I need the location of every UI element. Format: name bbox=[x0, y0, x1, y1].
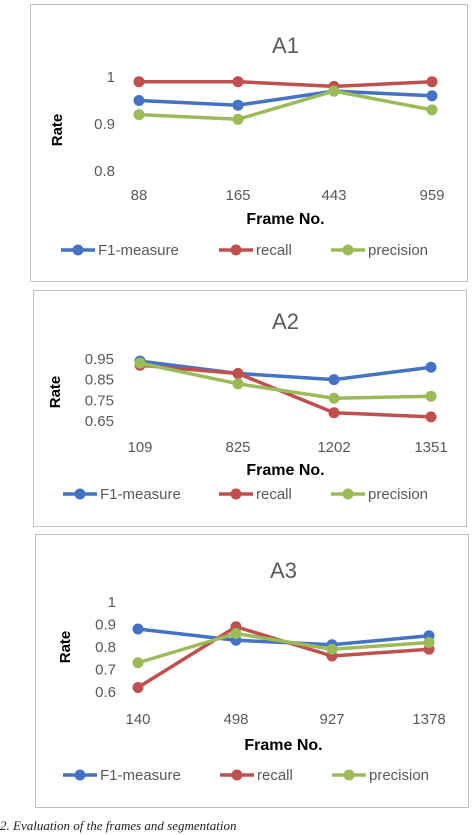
y-tick-label: 0.7 bbox=[95, 662, 116, 679]
series-line-precision bbox=[138, 89, 433, 122]
y-tick-label: 0.75 bbox=[85, 392, 114, 409]
data-point-recall bbox=[232, 367, 244, 379]
series-line-precision bbox=[139, 361, 432, 401]
data-point-recall bbox=[425, 411, 437, 423]
legend-label-precision: precision bbox=[368, 486, 428, 503]
data-point-f1-measure bbox=[328, 374, 340, 386]
x-tick-label: 443 bbox=[321, 187, 346, 204]
data-point-precision bbox=[328, 85, 340, 97]
legend-label-recall: recall bbox=[256, 486, 292, 503]
legend-label-recall: recall bbox=[257, 767, 293, 784]
series-line-precision bbox=[137, 631, 430, 665]
x-tick-label: 140 bbox=[125, 711, 150, 728]
chart-panel-a3: A3 Rate 0.6 0.7 0.8 0.9 1 140 498 927 1378 Frame No… bbox=[35, 534, 469, 808]
data-point-precision bbox=[134, 357, 146, 369]
legend-marker-recall bbox=[230, 244, 242, 256]
y-tick-label: 0.95 bbox=[85, 351, 114, 368]
data-point-precision bbox=[230, 628, 242, 639]
y-tick-label: 0.6 bbox=[95, 684, 116, 701]
series-line-recall bbox=[137, 625, 430, 689]
data-point-precision bbox=[326, 643, 338, 655]
data-point-precision bbox=[132, 657, 144, 669]
y-tick-label: 0.8 bbox=[95, 639, 116, 656]
x-tick-label: 1378 bbox=[412, 711, 445, 728]
x-tick-label: 959 bbox=[419, 187, 444, 204]
data-point-precision bbox=[426, 104, 438, 116]
legend-label-precision: precision bbox=[369, 767, 429, 784]
y-axis-label: Rate bbox=[47, 376, 64, 409]
y-tick-label: 0.9 bbox=[94, 116, 115, 133]
x-tick-label: 927 bbox=[319, 711, 344, 728]
data-point-precision bbox=[423, 637, 435, 648]
chart-panel-a1: A1 Rate 0.8 0.9 1 88 165 443 959 Frame No. F1-meas… bbox=[30, 4, 468, 282]
y-tick-label: 1 bbox=[107, 69, 115, 86]
legend-marker-recall bbox=[231, 769, 243, 781]
x-axis-label: Frame No. bbox=[244, 737, 322, 754]
figure-caption: 2. Evaluation of the frames and segmenta… bbox=[0, 818, 237, 833]
data-point-recall bbox=[133, 76, 145, 88]
data-point-recall bbox=[232, 76, 244, 88]
series-line-f1-measure bbox=[139, 359, 432, 382]
legend-label-f1-measure: F1-measure bbox=[100, 767, 181, 784]
y-axis-label: Rate bbox=[49, 114, 66, 147]
series-line-f1-measure bbox=[138, 89, 433, 107]
data-point-precision bbox=[133, 109, 145, 121]
data-point-precision bbox=[232, 378, 244, 390]
data-point-f1-measure bbox=[426, 90, 438, 102]
x-tick-label: 1202 bbox=[317, 439, 350, 456]
chart-a1: A1 Rate 0.8 0.9 1 88 165 443 959 Frame No. F1-meas… bbox=[49, 33, 445, 259]
chart-panel-a2: A2 Rate 0.65 0.75 0.85 0.95 109 825 1202 1351 Fram… bbox=[33, 290, 467, 527]
data-point-recall bbox=[426, 76, 438, 88]
legend-marker-recall bbox=[230, 488, 242, 500]
chart-title: A3 bbox=[270, 558, 297, 583]
data-point-f1-measure bbox=[232, 99, 244, 111]
y-tick-label: 1 bbox=[108, 594, 116, 611]
x-tick-label: 498 bbox=[223, 711, 248, 728]
series-line-recall bbox=[139, 363, 432, 419]
series-line-recall bbox=[139, 79, 433, 89]
legend-marker-precision bbox=[342, 244, 354, 256]
y-tick-label: 0.85 bbox=[85, 372, 114, 389]
x-axis-label: Frame No. bbox=[246, 462, 324, 479]
legend-marker-f1-measure bbox=[72, 244, 84, 256]
legend-label-recall: recall bbox=[256, 242, 292, 259]
legend-marker-f1-measure bbox=[74, 769, 86, 781]
data-point-f1-measure bbox=[133, 95, 145, 106]
x-tick-label: 88 bbox=[131, 187, 148, 204]
legend-label-f1-measure: F1-measure bbox=[100, 486, 181, 503]
data-point-recall bbox=[328, 407, 340, 419]
x-tick-label: 165 bbox=[225, 187, 250, 204]
chart-a2: A2 Rate 0.65 0.75 0.85 0.95 109 825 1202 1351 Fram… bbox=[47, 309, 448, 503]
data-point-precision bbox=[328, 392, 340, 404]
legend-label-precision: precision bbox=[368, 242, 428, 259]
x-tick-label: 109 bbox=[127, 439, 152, 456]
chart-title: A1 bbox=[272, 33, 299, 58]
chart-a3: A3 Rate 0.6 0.7 0.8 0.9 1 140 498 927 1378 Frame No… bbox=[57, 558, 446, 784]
x-tick-label: 1351 bbox=[414, 439, 447, 456]
legend-marker-precision bbox=[343, 769, 355, 781]
data-point-precision bbox=[232, 113, 244, 125]
data-point-precision bbox=[425, 390, 437, 402]
y-tick-label: 0.9 bbox=[95, 617, 116, 634]
data-point-recall bbox=[132, 682, 144, 693]
x-axis-label: Frame No. bbox=[246, 211, 324, 228]
data-point-f1-measure bbox=[425, 361, 437, 373]
legend-marker-f1-measure bbox=[74, 488, 86, 500]
chart-title: A2 bbox=[272, 309, 299, 334]
y-axis-label: Rate bbox=[57, 631, 74, 664]
data-point-f1-measure bbox=[132, 623, 144, 635]
y-tick-label: 0.8 bbox=[94, 163, 115, 180]
y-tick-label: 0.65 bbox=[85, 413, 114, 430]
legend-label-f1-measure: F1-measure bbox=[98, 242, 179, 259]
legend-marker-precision bbox=[342, 488, 354, 500]
x-tick-label: 825 bbox=[225, 439, 250, 456]
